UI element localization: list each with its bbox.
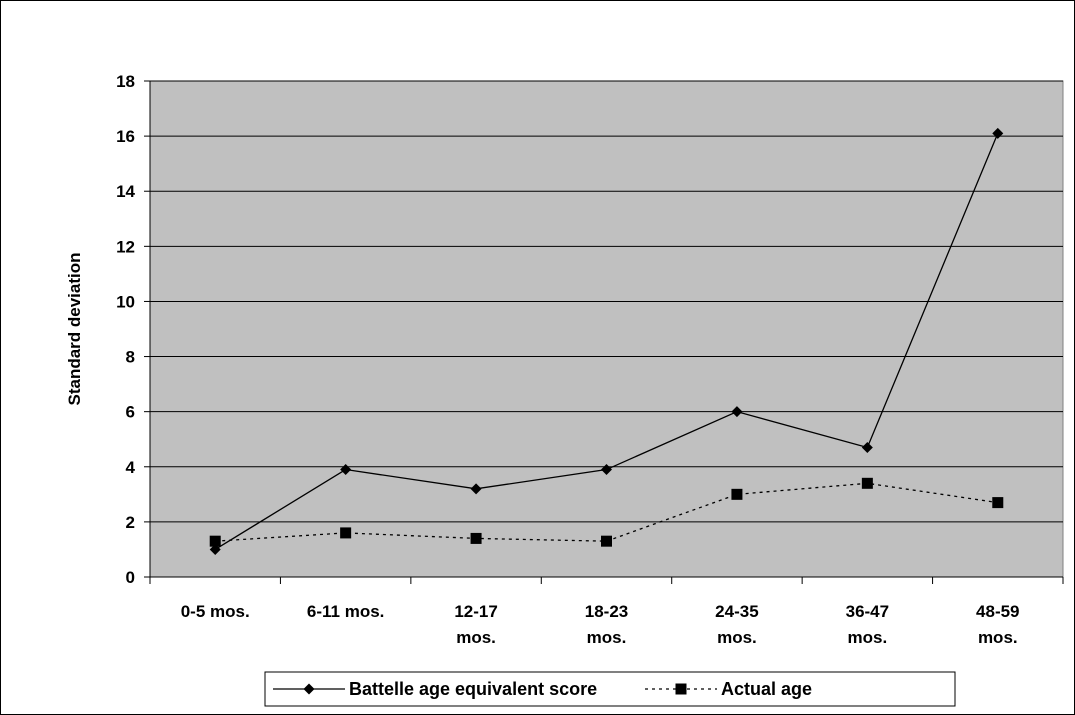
y-axis-title: Standard deviation	[65, 252, 84, 405]
legend-label: Actual age	[721, 679, 812, 699]
data-point	[861, 441, 873, 453]
y-tick-label: 10	[116, 292, 135, 311]
gridlines	[150, 80, 1063, 523]
y-tick-label: 0	[126, 568, 135, 587]
data-point	[992, 127, 1004, 139]
legend-marker	[303, 683, 315, 695]
x-axis-ticks: 0-5 mos. 6-11 mos. 12-17 mos. 18-23 mos. 24-35…	[149, 577, 1064, 647]
data-point	[601, 464, 612, 476]
data-point	[992, 497, 1004, 509]
plot-area	[149, 80, 1064, 578]
y-tick-label: 12	[116, 237, 135, 256]
x-tick-label: 0-5 mos.	[181, 602, 250, 621]
y-tick-label: 14	[116, 182, 135, 201]
legend-label: Battelle age equivalent score	[349, 679, 597, 699]
x-tick-label: 12-17 mos.	[454, 602, 497, 647]
y-tick-label: 4	[126, 458, 136, 477]
y-tick-label: 6	[126, 403, 135, 422]
legend: Battelle age equivalent score Actual age	[264, 671, 956, 707]
data-point	[601, 535, 612, 547]
x-tick-label: 6-11 mos.	[307, 602, 385, 621]
data-point	[209, 543, 221, 555]
x-tick-label: 18-23 mos.	[585, 602, 628, 647]
x-tick-label: 36-47 mos.	[846, 602, 889, 647]
legend-box	[264, 671, 956, 707]
data-point	[209, 535, 221, 547]
y-tick-label: 8	[126, 348, 135, 367]
data-point	[470, 483, 482, 495]
data-point	[861, 477, 873, 489]
x-tick-label: 48-59 mos.	[976, 602, 1019, 647]
legend-marker	[675, 683, 687, 695]
data-point	[731, 406, 743, 418]
y-tick-label: 16	[116, 127, 135, 146]
y-tick-label: 2	[126, 513, 135, 532]
data-point	[340, 527, 352, 539]
series-1	[209, 127, 1004, 555]
data-point	[470, 532, 482, 544]
data-point	[340, 464, 352, 476]
y-axis-ticks: 0 2 4 6 8 10 12 14 16 18	[116, 72, 150, 587]
x-tick-label: 24-35 mos.	[715, 602, 758, 647]
series-layer	[209, 127, 1004, 555]
data-point	[731, 488, 743, 500]
y-tick-label: 18	[116, 72, 135, 91]
series-2	[209, 477, 1004, 547]
